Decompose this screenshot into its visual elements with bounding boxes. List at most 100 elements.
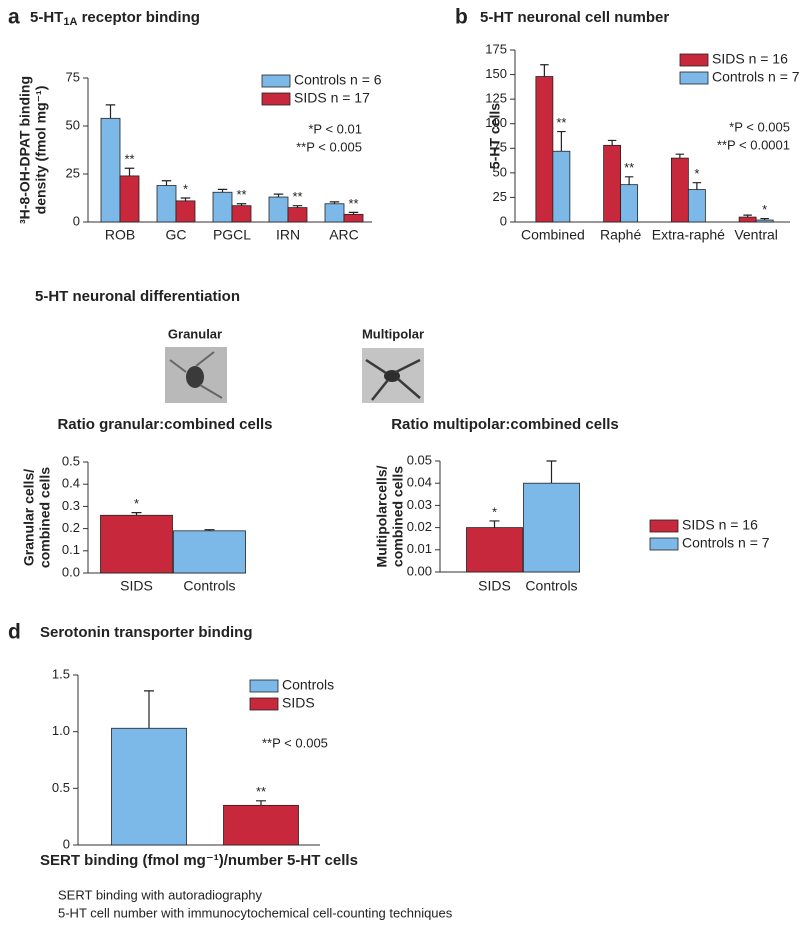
legend-swatch xyxy=(249,679,279,693)
error-bar xyxy=(273,193,284,198)
y-tick-label: 75 xyxy=(66,69,80,84)
panel-label: a xyxy=(8,6,20,29)
y-tick-label: 0 xyxy=(63,836,70,851)
note: 5-HT cell number with immunocytochemical… xyxy=(58,905,453,920)
legend-label: Controls n = 6 xyxy=(294,72,382,88)
legend-label: SIDS n = 17 xyxy=(294,90,370,106)
y-axis-label: ³H-8-OH-DPAT binding xyxy=(17,76,33,224)
error-bar xyxy=(743,214,752,218)
annotation: **P < 0.005 xyxy=(296,139,362,154)
x-tick-label: IRN xyxy=(276,227,300,243)
bar xyxy=(620,184,639,223)
x-axis-label: SERT binding (fmol mg⁻¹)/number 5-HT cel… xyxy=(40,852,358,869)
significance-label: ** xyxy=(348,196,358,211)
y-tick-label: 0.5 xyxy=(62,453,80,468)
bar xyxy=(687,189,706,223)
image-label: Granular xyxy=(168,326,222,341)
y-tick-label: 0.02 xyxy=(407,519,432,534)
chart-title: 5-HT neuronal cell number xyxy=(480,9,669,26)
note: SERT binding with autoradiography xyxy=(58,887,263,902)
error-bar xyxy=(546,460,557,484)
y-tick-label: 0.3 xyxy=(62,498,80,513)
y-tick-label: 125 xyxy=(485,91,507,106)
error-bar xyxy=(675,153,685,159)
x-tick-label: ROB xyxy=(105,227,135,243)
x-tick-label: Ventral xyxy=(734,227,778,243)
legend-swatch xyxy=(679,53,709,67)
bar xyxy=(100,514,173,574)
bar xyxy=(523,482,580,573)
bar xyxy=(343,213,364,223)
x-tick-label: Controls xyxy=(183,578,235,594)
bar xyxy=(268,196,289,223)
error-bar xyxy=(607,139,617,146)
legend-swatch xyxy=(261,92,291,106)
error-bar xyxy=(124,167,135,176)
bar xyxy=(119,175,140,223)
significance-label: ** xyxy=(256,784,266,799)
y-tick-label: 0 xyxy=(73,213,80,228)
significance-label: * xyxy=(134,496,139,511)
legend-label: SIDS n = 16 xyxy=(712,51,788,67)
annotation: **P < 0.005 xyxy=(262,735,328,750)
title-part: receptor binding xyxy=(77,9,200,26)
image-label: Multipolar xyxy=(362,326,424,341)
bar xyxy=(738,216,757,223)
significance-label: ** xyxy=(624,160,634,175)
significance-label: ** xyxy=(124,152,134,167)
bar xyxy=(223,804,299,846)
y-axis-label: combined cells xyxy=(390,466,406,567)
y-tick-label: 0.04 xyxy=(407,475,432,490)
y-tick-label: 25 xyxy=(493,189,507,204)
micrograph xyxy=(165,347,227,403)
chart-title: 5-HT1A receptor binding xyxy=(30,9,200,28)
error-bar xyxy=(348,211,359,215)
x-tick-label: SIDS xyxy=(478,578,511,594)
error-bar xyxy=(489,520,500,528)
y-axis-label: Granular cells/ xyxy=(21,469,37,566)
significance-label: * xyxy=(762,202,767,217)
y-tick-label: 25 xyxy=(66,165,80,180)
panel-label: d xyxy=(8,621,21,644)
error-bar xyxy=(256,800,266,806)
significance-label: * xyxy=(492,504,497,519)
title-part: 1A xyxy=(63,16,77,28)
x-tick-label: ARC xyxy=(329,227,359,243)
x-tick-label: SIDS xyxy=(120,578,153,594)
error-bar xyxy=(760,217,769,221)
error-bar xyxy=(557,130,566,152)
y-tick-label: 150 xyxy=(485,66,507,81)
legend-label: SIDS xyxy=(282,695,315,711)
error-bar xyxy=(624,176,634,185)
x-tick-label: Extra-raphé xyxy=(652,227,725,243)
legend-swatch xyxy=(261,74,291,88)
x-tick-label: GC xyxy=(166,227,187,243)
bar xyxy=(466,527,523,573)
significance-label: * xyxy=(694,166,699,181)
y-tick-label: 0.01 xyxy=(407,541,432,556)
y-tick-label: 0.05 xyxy=(407,452,432,467)
y-tick-label: 75 xyxy=(493,140,507,155)
y-tick-label: 50 xyxy=(66,117,80,132)
panel-label: b xyxy=(455,6,468,29)
error-bar xyxy=(540,64,549,77)
y-tick-label: 100 xyxy=(485,115,507,130)
bar xyxy=(173,530,246,574)
significance-label: ** xyxy=(556,115,566,130)
error-bar xyxy=(131,512,142,516)
y-axis-label: Multipolarcells/ xyxy=(374,465,390,567)
y-axis-label: combined cells xyxy=(37,467,53,568)
legend-swatch xyxy=(679,71,709,85)
section-title: 5-HT neuronal differentiation xyxy=(35,288,240,305)
legend-swatch xyxy=(649,519,679,533)
y-tick-label: 0.2 xyxy=(62,520,80,535)
y-axis-label: density (fmol mg⁻¹) xyxy=(33,86,49,215)
error-bar xyxy=(180,197,191,201)
title-part: 5-HT xyxy=(30,9,63,26)
x-tick-label: Combined xyxy=(521,227,585,243)
chart-title: Ratio granular:combined cells xyxy=(57,416,272,433)
error-bar xyxy=(105,104,116,119)
annotation: **P < 0.0001 xyxy=(717,137,790,152)
significance-label: ** xyxy=(292,189,302,204)
